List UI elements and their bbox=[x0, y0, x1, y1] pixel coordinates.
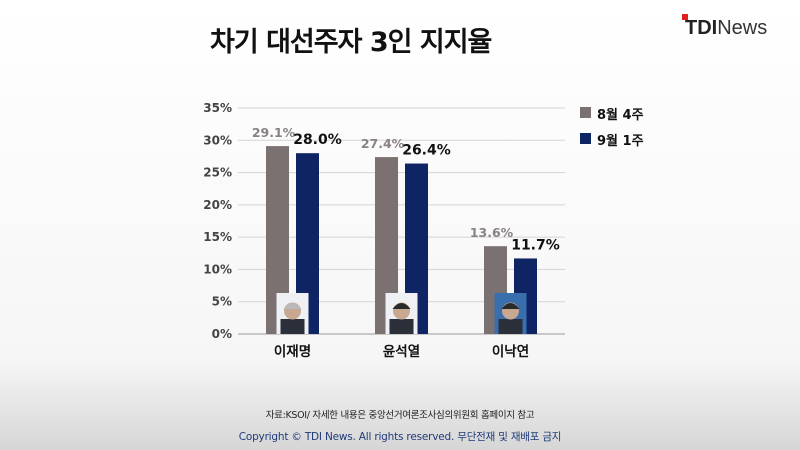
legend-label-series-1: 8월 4주 bbox=[597, 108, 644, 123]
logo-text: TDINews bbox=[685, 17, 767, 40]
candidate-photo-hair bbox=[501, 303, 520, 309]
logo-prefix: TDI bbox=[685, 17, 718, 39]
y-tick-label: 0% bbox=[212, 327, 232, 341]
x-tick-label: 윤석열 bbox=[383, 343, 420, 360]
source-note: 자료:KSOI/ 자세한 내용은 중앙선거여론조사심의위원회 홈페이지 참고 bbox=[265, 410, 535, 421]
candidate-photo-suit bbox=[498, 319, 523, 334]
x-tick-label: 이낙연 bbox=[492, 343, 529, 360]
bar bbox=[405, 163, 428, 334]
bar bbox=[296, 153, 319, 334]
copyright-notice: Copyright © TDI News. All rights reserve… bbox=[238, 431, 562, 443]
legend-label-series-2: 9월 1주 bbox=[597, 134, 644, 149]
legend-swatch-series-2 bbox=[580, 133, 591, 144]
bar bbox=[266, 146, 289, 334]
data-label: 29.1% bbox=[252, 125, 296, 140]
y-tick-label: 5% bbox=[212, 295, 232, 309]
y-tick-label: 10% bbox=[203, 262, 232, 276]
legend-swatch-series-1 bbox=[580, 107, 591, 118]
y-tick-label: 20% bbox=[203, 198, 232, 212]
y-tick-label: 15% bbox=[203, 230, 232, 244]
logo-suffix: News bbox=[717, 17, 768, 39]
candidate-photo-hair bbox=[392, 303, 411, 309]
bar bbox=[375, 157, 398, 334]
y-tick-label: 25% bbox=[203, 166, 232, 180]
chart-title: 차기 대선주자 3인 지지율 bbox=[210, 27, 492, 58]
x-tick-label: 이재명 bbox=[274, 343, 311, 360]
y-tick-label: 35% bbox=[203, 101, 232, 115]
candidate-photo-suit bbox=[280, 319, 305, 334]
data-label: 13.6% bbox=[470, 225, 514, 240]
data-label: 26.4% bbox=[402, 143, 451, 159]
candidate-photo-hair bbox=[283, 303, 302, 309]
y-tick-label: 30% bbox=[203, 133, 232, 147]
data-label: 27.4% bbox=[361, 136, 405, 151]
candidate-photo-suit bbox=[389, 319, 414, 334]
data-label: 28.0% bbox=[293, 132, 342, 148]
data-label: 11.7% bbox=[511, 237, 560, 253]
logo-accent-square bbox=[682, 14, 688, 20]
